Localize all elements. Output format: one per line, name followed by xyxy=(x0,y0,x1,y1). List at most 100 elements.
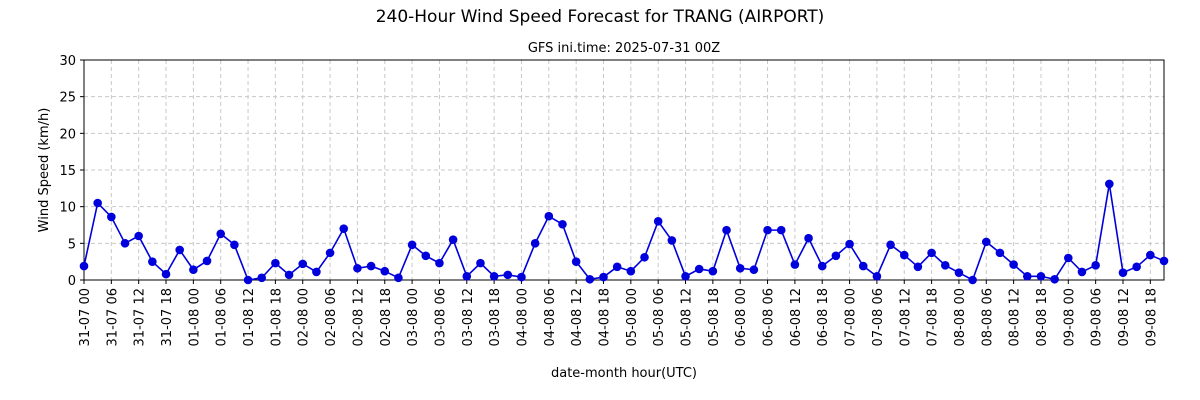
point xyxy=(886,240,895,250)
point xyxy=(804,233,813,243)
plot-frame xyxy=(83,59,1165,281)
x-tick-label: 04-08 12 xyxy=(570,288,585,346)
x-tick-label: 03-08 00 xyxy=(406,288,421,346)
x-tick-label: 03-08 12 xyxy=(461,288,476,346)
point xyxy=(120,239,130,248)
line xyxy=(83,183,1165,282)
x-tick-label: 02-08 06 xyxy=(324,288,339,346)
point xyxy=(530,239,540,248)
x-tick-label: 07-08 06 xyxy=(871,288,886,346)
point xyxy=(462,272,472,281)
point xyxy=(353,263,362,273)
x-tick-label: 06-08 18 xyxy=(816,288,831,346)
point xyxy=(476,258,485,268)
point xyxy=(79,261,89,271)
x-tick-label: 31-07 00 xyxy=(78,288,93,346)
point xyxy=(667,236,677,245)
point xyxy=(1105,179,1114,189)
point xyxy=(749,265,759,275)
point xyxy=(107,212,116,222)
x-tick-label: 01-08 12 xyxy=(242,288,257,346)
point xyxy=(503,270,513,280)
x-tick-label: 02-08 12 xyxy=(351,288,366,346)
point xyxy=(899,250,909,260)
point xyxy=(298,259,308,269)
point xyxy=(230,240,239,250)
point xyxy=(366,261,376,271)
point xyxy=(626,266,636,276)
point xyxy=(722,225,731,235)
point xyxy=(271,258,280,268)
chart-subtitle: GFS ini.time: 2025-07-31 00Z xyxy=(528,41,720,56)
point xyxy=(612,262,622,272)
y-tick-label: 20 xyxy=(59,127,76,142)
y-tick-label: 5 xyxy=(68,237,76,252)
x-tick-label: 08-08 00 xyxy=(953,288,968,346)
x-tick-label: 02-08 18 xyxy=(379,288,394,346)
point xyxy=(339,224,349,233)
point xyxy=(161,269,171,279)
x-tick-label: 01-08 00 xyxy=(187,288,202,346)
point xyxy=(1132,262,1141,272)
point xyxy=(913,262,923,272)
point xyxy=(202,256,212,266)
x-tick-label: 05-08 00 xyxy=(625,288,640,346)
x-tick-label: 06-08 00 xyxy=(734,288,749,346)
x-tick-label: 31-07 18 xyxy=(160,288,175,346)
y-axis-label: Wind Speed (km/h) xyxy=(37,108,52,233)
point xyxy=(940,261,950,270)
point xyxy=(872,272,882,281)
point xyxy=(435,258,444,268)
x-tick-label: 09-08 18 xyxy=(1144,288,1159,346)
y-tick-label: 0 xyxy=(68,274,76,289)
point xyxy=(1009,260,1018,269)
point xyxy=(776,225,786,235)
point xyxy=(189,265,198,275)
point xyxy=(640,252,649,262)
x-tick-label: 04-08 18 xyxy=(597,288,612,346)
point xyxy=(257,273,267,283)
x-tick-label: 06-08 06 xyxy=(762,288,777,346)
point xyxy=(489,272,499,281)
point xyxy=(927,248,936,258)
point xyxy=(394,273,403,283)
y-tick-label: 25 xyxy=(59,91,76,106)
x-tick-label: 05-08 06 xyxy=(652,288,667,346)
point xyxy=(93,198,102,208)
x-tick-label: 01-08 18 xyxy=(269,288,284,346)
point xyxy=(681,272,690,281)
point xyxy=(858,261,868,271)
point xyxy=(763,225,772,235)
point xyxy=(968,275,977,285)
x-axis-label: date-month hour(UTC) xyxy=(551,366,697,381)
y-tick-label: 30 xyxy=(59,54,76,69)
x-tick-label: 08-08 06 xyxy=(980,288,995,346)
point xyxy=(831,251,841,261)
y-tick-label: 15 xyxy=(59,164,76,179)
point xyxy=(380,266,390,276)
point xyxy=(1091,261,1100,270)
x-tick-label: 09-08 06 xyxy=(1090,288,1105,346)
point xyxy=(148,257,157,266)
point xyxy=(284,270,294,280)
point xyxy=(708,266,718,276)
point xyxy=(312,267,321,277)
point xyxy=(1146,250,1155,260)
point xyxy=(1077,267,1087,277)
x-tick-label: 31-07 12 xyxy=(133,288,148,346)
x-tick-label: 03-08 18 xyxy=(488,288,503,346)
point xyxy=(448,235,458,244)
point xyxy=(571,257,581,266)
point xyxy=(243,275,253,285)
x-tick-label: 09-08 12 xyxy=(1117,288,1132,346)
point xyxy=(544,211,554,221)
x-tick-label: 31-07 06 xyxy=(105,288,120,346)
x-tick-label: 05-08 18 xyxy=(707,288,722,346)
point xyxy=(558,219,567,229)
point xyxy=(325,248,335,258)
x-tick-label: 09-08 00 xyxy=(1062,288,1077,346)
x-tick-label: 07-08 00 xyxy=(844,288,859,346)
point xyxy=(585,274,595,284)
point xyxy=(954,268,964,277)
